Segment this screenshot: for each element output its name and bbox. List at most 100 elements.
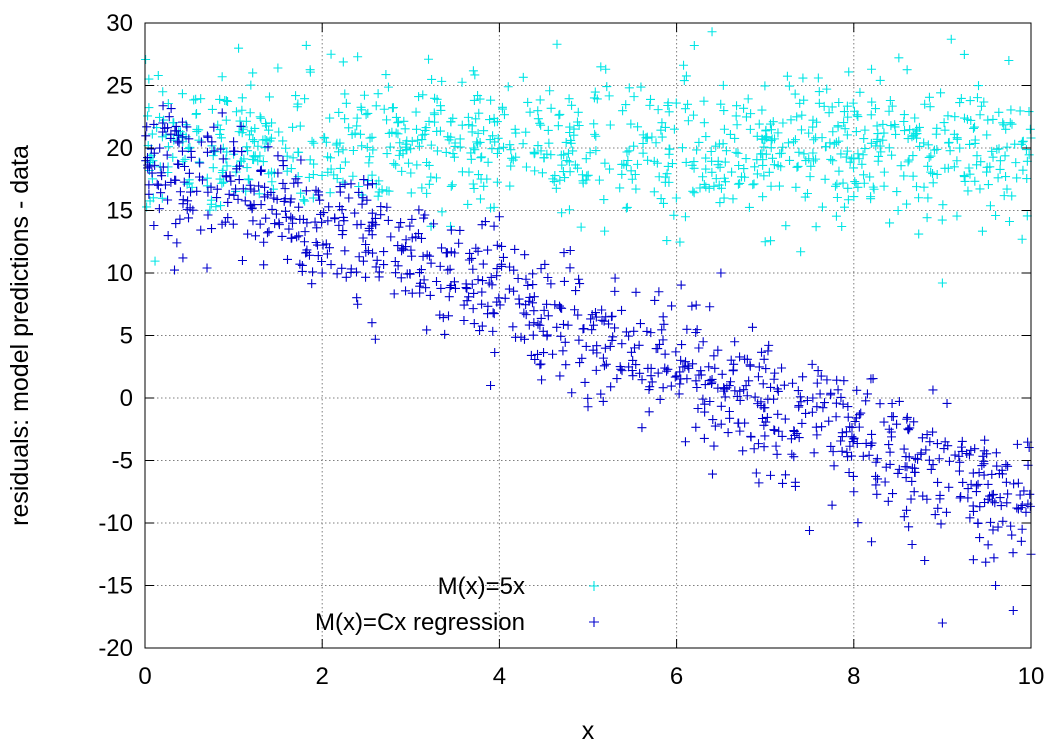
data-point: [631, 184, 641, 194]
data-point: [505, 262, 515, 272]
data-point: [716, 99, 726, 109]
data-point: [791, 182, 801, 192]
data-point: [687, 301, 697, 311]
tick-labels: 0 2 4 6 8 10 -20 -15 -10 -5 0 5 10 15 20 25 30: [98, 10, 1044, 690]
data-point: [646, 94, 656, 104]
data-point: [435, 101, 445, 111]
data-point: [688, 359, 698, 369]
data-point: [909, 487, 919, 497]
data-point: [393, 129, 403, 139]
data-point: [565, 127, 575, 137]
series-0-points: [141, 27, 1036, 288]
data-point: [544, 138, 554, 148]
data-point: [1001, 172, 1011, 182]
data-point: [764, 340, 774, 350]
data-point: [395, 138, 405, 148]
data-point: [389, 159, 399, 169]
data-point: [396, 273, 406, 283]
data-point: [326, 260, 336, 270]
data-point: [234, 43, 244, 53]
data-point: [361, 272, 371, 282]
data-point: [581, 341, 591, 351]
data-point: [908, 151, 918, 161]
data-point: [988, 489, 998, 499]
data-point: [866, 194, 876, 204]
data-point: [885, 95, 895, 105]
data-point: [203, 210, 213, 220]
data-point: [162, 150, 172, 160]
data-point: [471, 114, 481, 124]
data-point: [651, 344, 661, 354]
data-point: [1012, 439, 1022, 449]
data-point: [224, 189, 234, 199]
data-point: [432, 146, 442, 156]
data-point: [466, 154, 476, 164]
data-point: [596, 389, 606, 399]
data-point: [1006, 521, 1016, 531]
data-point: [894, 53, 904, 63]
data-point: [221, 171, 231, 181]
data-point: [887, 101, 897, 111]
data-point: [689, 163, 699, 173]
data-point: [1022, 211, 1032, 221]
data-point: [615, 362, 625, 372]
data-point: [689, 188, 699, 198]
data-point: [856, 408, 866, 418]
data-point: [429, 219, 439, 229]
data-point: [587, 325, 597, 335]
data-point: [432, 276, 442, 286]
data-point: [383, 215, 393, 225]
data-point: [455, 134, 465, 144]
data-point: [448, 113, 458, 123]
data-point: [324, 243, 334, 253]
data-point: [480, 217, 490, 227]
x-tick-label: 0: [138, 663, 151, 690]
data-point: [469, 95, 479, 105]
data-point: [223, 213, 233, 223]
data-point: [728, 194, 738, 204]
data-point: [899, 171, 909, 181]
data-point: [871, 457, 881, 467]
data-point: [766, 181, 776, 191]
data-point: [479, 181, 489, 191]
data-point: [885, 447, 895, 457]
data-point: [435, 261, 445, 271]
data-point: [286, 212, 296, 222]
data-point: [975, 184, 985, 194]
data-point: [208, 163, 218, 173]
data-point: [831, 211, 841, 221]
data-point: [879, 417, 889, 427]
data-point: [909, 131, 919, 141]
data-point: [371, 101, 381, 111]
data-point: [457, 120, 467, 130]
data-point: [902, 414, 912, 424]
data-point: [973, 518, 983, 528]
data-point: [444, 292, 454, 302]
data-point: [354, 187, 364, 197]
data-point: [766, 470, 776, 480]
data-point: [651, 138, 661, 148]
data-point: [701, 132, 711, 142]
data-point: [965, 96, 975, 106]
data-point: [536, 146, 546, 156]
data-point: [621, 327, 631, 337]
data-point: [571, 286, 581, 296]
data-point: [724, 381, 734, 391]
data-point: [533, 349, 543, 359]
data-point: [563, 320, 573, 330]
data-point: [259, 237, 269, 247]
data-point: [462, 284, 472, 294]
data-point: [598, 353, 608, 363]
data-point: [421, 283, 431, 293]
data-point: [384, 186, 394, 196]
data-point: [875, 399, 885, 409]
data-point: [524, 296, 534, 306]
x-tick-label: 2: [316, 663, 329, 690]
data-point: [667, 159, 677, 169]
data-point: [220, 96, 230, 105]
data-point: [705, 302, 715, 312]
data-point: [374, 267, 384, 277]
data-point: [370, 334, 380, 344]
data-point: [617, 169, 627, 179]
data-point: [610, 286, 620, 296]
